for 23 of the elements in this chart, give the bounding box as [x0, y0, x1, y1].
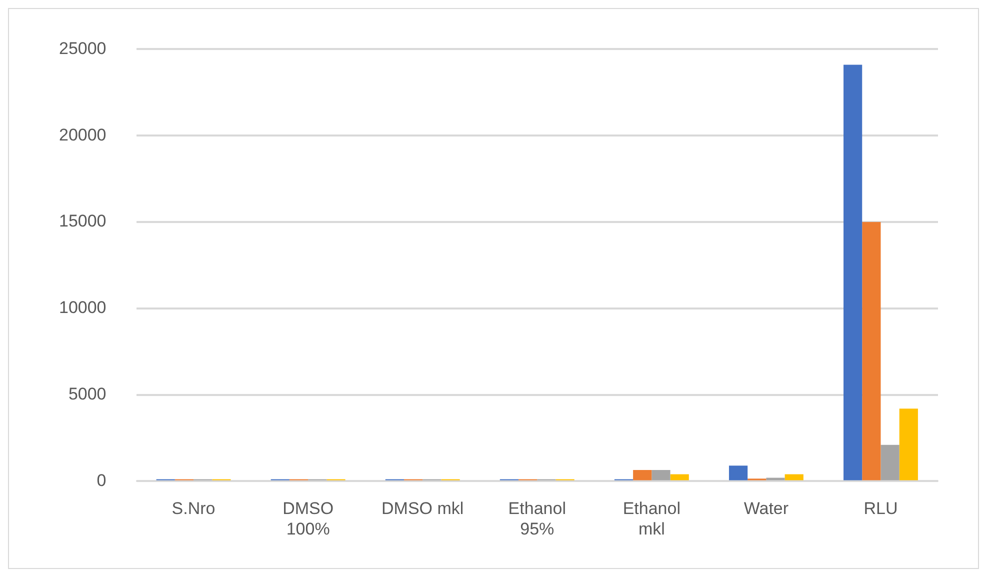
bar	[844, 64, 862, 480]
y-tick-label: 15000	[58, 212, 106, 231]
bar	[670, 474, 689, 480]
bar	[728, 466, 748, 480]
bar	[862, 222, 881, 480]
bar	[633, 470, 652, 480]
x-tick-label: Ethanol mkl	[622, 499, 681, 538]
bar	[766, 478, 785, 480]
bar	[899, 408, 918, 480]
y-tick-label: 20000	[58, 125, 106, 144]
bar	[784, 474, 804, 480]
y-tick-label: 0	[96, 470, 106, 490]
x-tick-label: DMSO 100%	[282, 499, 334, 538]
x-tick-label: S.Nro	[172, 499, 216, 518]
bar	[880, 444, 900, 480]
y-tick-label: 10000	[58, 298, 106, 318]
x-tick-label: DMSO mkl	[382, 499, 464, 518]
y-tick-label: 5000	[68, 384, 106, 404]
x-tick-label: Ethanol 95%	[508, 499, 566, 538]
x-tick-label: Water	[744, 499, 789, 518]
y-tick-label: 25000	[58, 38, 106, 58]
bar	[652, 470, 670, 480]
x-tick-label: RLU	[864, 499, 898, 518]
